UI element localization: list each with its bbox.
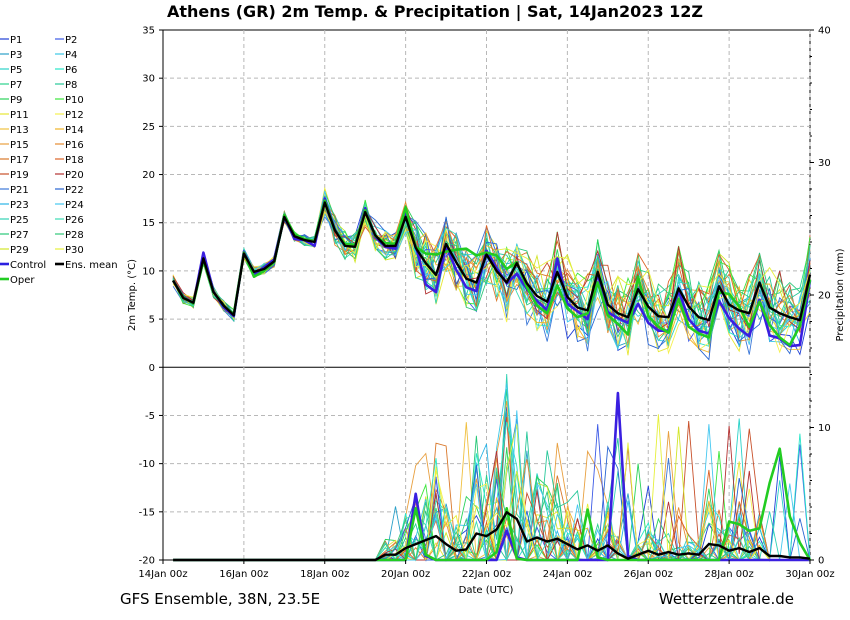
- y-right-tick-label: 40: [818, 26, 831, 37]
- legend-label: P16: [65, 140, 84, 151]
- legend-label: P4: [65, 50, 77, 61]
- x-axis-label: Date (UTC): [459, 585, 514, 596]
- chart-title: Athens (GR) 2m Temp. & Precipitation | S…: [167, 2, 703, 22]
- legend-label: Control: [10, 260, 46, 271]
- grid: [163, 30, 811, 560]
- legend-label: P29: [10, 245, 29, 256]
- y-tick-label: 35: [142, 26, 155, 37]
- y-axis-right: 40 30 20 10 0: [810, 26, 831, 567]
- legend-label: P19: [10, 170, 29, 181]
- x-tick-label: 18Jan 00z: [300, 569, 349, 580]
- legend-label: P20: [65, 170, 84, 181]
- y-axis-label-left: 2m Temp. (°C): [127, 259, 138, 331]
- y-tick-label: -15: [139, 507, 155, 518]
- ens-mean-precipitation-line: [173, 511, 811, 562]
- y-tick-label: 10: [142, 266, 155, 277]
- legend-label: P30: [65, 245, 84, 256]
- y-tick-label: 25: [142, 122, 155, 133]
- y-tick-label: 20: [142, 170, 155, 181]
- legend-label: P5: [10, 65, 22, 76]
- x-tick-label: 30Jan 00z: [785, 569, 834, 580]
- x-tick-label: 14Jan 00z: [138, 569, 187, 580]
- x-tick-label: 20Jan 00z: [381, 569, 430, 580]
- y-right-tick-label: 10: [818, 423, 831, 434]
- legend-label: P25: [10, 215, 29, 226]
- y-tick-label: 15: [142, 218, 155, 229]
- legend-label: P8: [65, 80, 77, 91]
- y-right-tick-label: 0: [818, 556, 824, 567]
- legend-label: P13: [10, 125, 29, 136]
- legend: P1 P3 P5 P7 P9 P11 P13 P15 P17 P19 P21 P23 P25 P27 P29…: [0, 35, 118, 286]
- legend-label: Oper: [10, 275, 35, 286]
- legend-label: P7: [10, 80, 22, 91]
- y-right-tick-label: 30: [818, 158, 831, 169]
- x-tick-label: 22Jan 00z: [462, 569, 511, 580]
- legend-label: P12: [65, 110, 84, 121]
- y-tick-label: -20: [139, 556, 155, 567]
- ens-mean-temperature-line: [172, 201, 812, 322]
- legend-label: P17: [10, 155, 29, 166]
- y-right-tick-label: 20: [818, 291, 831, 302]
- y-tick-label: 5: [149, 315, 155, 326]
- legend-label: P26: [65, 215, 84, 226]
- legend-label: P21: [10, 185, 29, 196]
- legend-label: P10: [65, 95, 84, 106]
- legend-label: P24: [65, 200, 84, 211]
- series-lines: [171, 197, 812, 562]
- legend-label: P28: [65, 230, 84, 241]
- legend-label: P3: [10, 50, 22, 61]
- x-tick-label: 16Jan 00z: [219, 569, 268, 580]
- x-axis: 14Jan 00z 16Jan 00z 18Jan 00z 20Jan 00z 22Ja…: [138, 560, 835, 580]
- footer-left: GFS Ensemble, 38N, 23.5E: [120, 590, 320, 608]
- legend-label: P22: [65, 185, 84, 196]
- x-tick-label: 28Jan 00z: [704, 569, 753, 580]
- legend-label: P15: [10, 140, 29, 151]
- y-tick-label: -5: [145, 411, 155, 422]
- legend-label: P18: [65, 155, 84, 166]
- y-tick-label: -10: [139, 459, 155, 470]
- legend-label: P6: [65, 65, 77, 76]
- legend-label: P9: [10, 95, 22, 106]
- y-axis-left: 35 30 25 20 15 10 5 0 -5 -10 -15 -20: [139, 26, 163, 567]
- legend-label: P1: [10, 35, 22, 46]
- y-tick-label: 0: [149, 363, 155, 374]
- legend-label: P14: [65, 125, 84, 136]
- x-tick-label: 24Jan 00z: [543, 569, 592, 580]
- legend-label: P2: [65, 35, 77, 46]
- footer-right: Wetterzentrale.de: [659, 590, 794, 608]
- y-axis-label-right: Precipitation (mm): [835, 248, 846, 341]
- legend-label: Ens. mean: [65, 260, 118, 271]
- plot-area: [162, 29, 812, 562]
- legend-label: P27: [10, 230, 29, 241]
- x-tick-label: 26Jan 00z: [624, 569, 673, 580]
- legend-label: P11: [10, 110, 29, 121]
- legend-label: P23: [10, 200, 29, 211]
- y-tick-label: 30: [142, 74, 155, 85]
